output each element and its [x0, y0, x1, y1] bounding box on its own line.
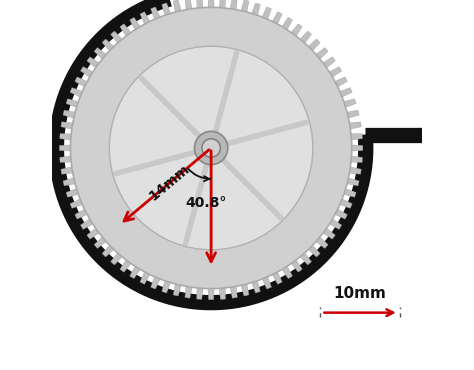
Polygon shape — [87, 57, 99, 68]
Polygon shape — [130, 266, 140, 279]
Polygon shape — [120, 24, 131, 36]
Polygon shape — [262, 7, 272, 19]
Polygon shape — [197, 0, 203, 8]
Polygon shape — [347, 178, 359, 186]
Polygon shape — [252, 3, 260, 15]
Text: 40.8°: 40.8° — [185, 195, 227, 209]
Polygon shape — [349, 122, 361, 129]
Polygon shape — [70, 199, 82, 208]
Polygon shape — [81, 219, 93, 229]
Polygon shape — [75, 77, 87, 87]
Polygon shape — [102, 245, 114, 257]
Circle shape — [71, 7, 352, 289]
Polygon shape — [120, 260, 131, 272]
Polygon shape — [230, 286, 237, 298]
Polygon shape — [241, 0, 249, 12]
Polygon shape — [197, 288, 203, 299]
Polygon shape — [272, 272, 282, 284]
Polygon shape — [335, 209, 347, 219]
Polygon shape — [340, 199, 352, 208]
Polygon shape — [351, 156, 363, 162]
Polygon shape — [63, 110, 75, 118]
Polygon shape — [59, 145, 71, 151]
Polygon shape — [61, 167, 73, 174]
Polygon shape — [140, 12, 150, 24]
Polygon shape — [219, 0, 226, 8]
Polygon shape — [349, 167, 361, 174]
Polygon shape — [300, 31, 311, 43]
Polygon shape — [308, 245, 320, 257]
Polygon shape — [344, 189, 356, 197]
Polygon shape — [344, 99, 356, 107]
Polygon shape — [151, 7, 160, 19]
Polygon shape — [335, 77, 347, 87]
Polygon shape — [351, 134, 363, 140]
Polygon shape — [347, 110, 359, 118]
Polygon shape — [94, 48, 106, 59]
Polygon shape — [300, 253, 311, 265]
Polygon shape — [308, 39, 320, 51]
Polygon shape — [87, 228, 99, 239]
Circle shape — [202, 139, 220, 157]
Polygon shape — [162, 3, 171, 15]
Polygon shape — [323, 57, 335, 68]
Polygon shape — [66, 99, 78, 107]
Polygon shape — [316, 237, 328, 248]
Polygon shape — [130, 17, 140, 30]
Polygon shape — [291, 24, 302, 36]
Polygon shape — [329, 67, 342, 77]
Polygon shape — [208, 289, 214, 300]
Polygon shape — [63, 178, 75, 186]
Polygon shape — [230, 0, 237, 10]
Text: 14mm: 14mm — [146, 162, 192, 203]
Polygon shape — [185, 0, 192, 10]
Polygon shape — [111, 31, 122, 43]
Polygon shape — [352, 145, 363, 151]
Polygon shape — [262, 277, 272, 289]
Polygon shape — [111, 253, 122, 265]
Polygon shape — [94, 237, 106, 248]
Circle shape — [194, 131, 228, 165]
Polygon shape — [66, 189, 78, 197]
Polygon shape — [219, 288, 226, 299]
Polygon shape — [140, 272, 150, 284]
Polygon shape — [323, 228, 335, 239]
Polygon shape — [60, 156, 71, 162]
Polygon shape — [173, 284, 181, 296]
Polygon shape — [316, 48, 328, 59]
Polygon shape — [162, 281, 171, 293]
Polygon shape — [185, 286, 192, 298]
Polygon shape — [329, 219, 342, 229]
Polygon shape — [151, 277, 160, 289]
Polygon shape — [208, 0, 214, 7]
Polygon shape — [282, 17, 292, 30]
Polygon shape — [272, 12, 282, 24]
Text: 10mm: 10mm — [334, 286, 386, 301]
Polygon shape — [75, 209, 87, 219]
Polygon shape — [70, 88, 82, 97]
Polygon shape — [173, 0, 181, 12]
Polygon shape — [252, 281, 260, 293]
Polygon shape — [291, 260, 302, 272]
Polygon shape — [102, 39, 114, 51]
Polygon shape — [241, 284, 249, 296]
Polygon shape — [282, 266, 292, 279]
Polygon shape — [81, 67, 93, 77]
Circle shape — [109, 46, 313, 250]
Polygon shape — [60, 134, 71, 140]
Polygon shape — [61, 122, 73, 129]
Polygon shape — [340, 88, 352, 97]
